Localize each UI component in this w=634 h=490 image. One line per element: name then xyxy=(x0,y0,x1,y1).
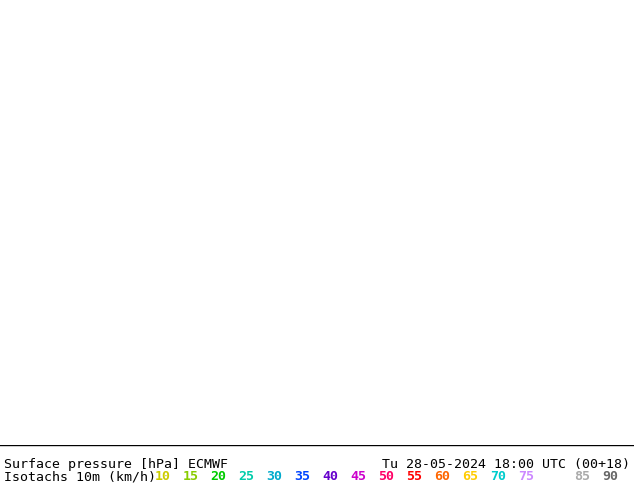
Text: Isotachs 10m (km/h): Isotachs 10m (km/h) xyxy=(4,470,156,483)
Text: 75: 75 xyxy=(518,470,534,483)
Text: 55: 55 xyxy=(406,470,422,483)
Text: 10: 10 xyxy=(155,470,171,483)
Text: Surface pressure [hPa] ECMWF: Surface pressure [hPa] ECMWF xyxy=(4,458,228,470)
Text: 80: 80 xyxy=(546,470,562,483)
Text: 90: 90 xyxy=(602,470,618,483)
Text: 20: 20 xyxy=(210,470,226,483)
Text: 60: 60 xyxy=(434,470,450,483)
Text: Tu 28-05-2024 18:00 UTC (00+18): Tu 28-05-2024 18:00 UTC (00+18) xyxy=(382,458,630,470)
Text: 40: 40 xyxy=(322,470,339,483)
Text: 85: 85 xyxy=(574,470,590,483)
Text: 50: 50 xyxy=(378,470,394,483)
Text: 25: 25 xyxy=(238,470,254,483)
Text: 70: 70 xyxy=(490,470,506,483)
Text: 30: 30 xyxy=(266,470,282,483)
Text: 15: 15 xyxy=(183,470,198,483)
Text: 65: 65 xyxy=(462,470,478,483)
Text: 35: 35 xyxy=(294,470,310,483)
Text: 45: 45 xyxy=(350,470,366,483)
